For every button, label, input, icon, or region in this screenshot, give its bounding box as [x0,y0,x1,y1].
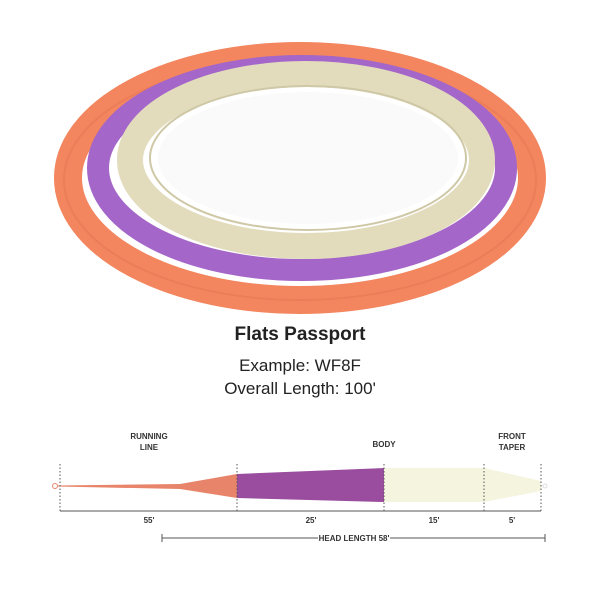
section-label: FRONT [498,432,526,441]
section-label: BODY [372,440,396,449]
section-length: 15' [429,516,440,525]
line-coil [54,42,546,314]
section-label: RUNNING [130,432,167,441]
overall-length: Overall Length: 100' [224,379,376,398]
section-length: 25' [306,516,317,525]
head-length: HEAD LENGTH 58' [319,534,390,543]
section-length: 55' [144,516,155,525]
section-length: 5' [509,516,515,525]
section-label: TAPER [499,443,526,452]
product-name: Flats Passport [235,324,367,345]
example: Example: WF8F [239,356,361,375]
taper-diagram [52,464,548,544]
section-label: LINE [140,443,159,452]
